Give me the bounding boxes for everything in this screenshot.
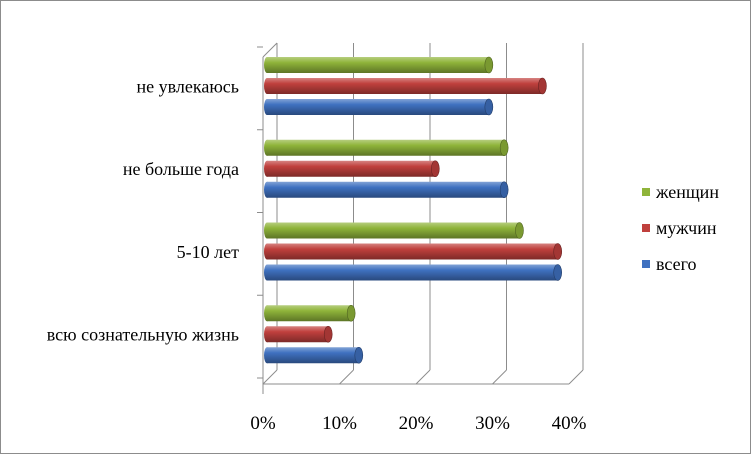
axis-depth-line: [262, 42, 278, 58]
bar-cap-left: [264, 347, 270, 364]
bar-cap-left: [264, 78, 270, 94]
bar-cap-left: [264, 99, 270, 115]
bar-женщин: [264, 139, 509, 157]
x-tick-label: 0%: [250, 413, 276, 434]
category-label: не больше года: [123, 159, 239, 179]
x-depth-tick: [339, 369, 354, 385]
bar-cap-right: [538, 77, 547, 95]
bar-body: [267, 264, 558, 281]
bar-cap-left: [264, 326, 270, 343]
x-depth-tick: [415, 369, 431, 385]
bar-cap-right: [553, 243, 563, 260]
legend-label: мужчин: [656, 218, 717, 238]
bar-body: [267, 160, 436, 177]
bar-женщин: [264, 304, 356, 322]
bar-женщин: [264, 56, 494, 74]
bar-cap-right: [484, 56, 494, 74]
bar-cap-right: [499, 139, 509, 157]
bar-cap-right: [346, 304, 356, 322]
bar-body: [267, 181, 505, 198]
x-tick-label: 40%: [552, 413, 587, 434]
bar-cap-right: [484, 98, 494, 116]
bar-body: [267, 326, 329, 343]
bar-cap-left: [264, 139, 270, 156]
category-label: всю сознательную жизнь: [47, 325, 239, 345]
bar-cap-right: [323, 325, 333, 343]
bar-cap-left: [264, 181, 270, 198]
bar-body: [267, 78, 543, 94]
category-label: 5-10 лет: [177, 242, 239, 262]
bar-cap-right: [354, 346, 364, 364]
x-tick-label: 20%: [399, 413, 434, 434]
bar-body: [267, 243, 558, 260]
bar-всего: [264, 181, 509, 199]
x-tick-label: 10%: [322, 413, 357, 434]
bar-cap-right: [430, 160, 440, 178]
bar-всего: [264, 98, 494, 116]
x-depth-tick: [262, 369, 278, 385]
x-depth-tick: [568, 369, 584, 385]
bar-всего: [264, 264, 563, 281]
bar-всего: [264, 346, 364, 364]
bar-cap-left: [264, 222, 270, 239]
bar-cap-right: [515, 222, 524, 239]
bar-cap-right: [499, 181, 509, 199]
legend-swatch: [642, 260, 650, 268]
legend-swatch: [642, 224, 650, 232]
bar-cap-left: [264, 57, 270, 73]
bar-cap-right: [553, 264, 563, 281]
bars: [264, 56, 563, 364]
bar-cap-left: [264, 160, 270, 177]
axes: [262, 42, 584, 394]
category-label: не увлекаюсь: [137, 76, 239, 96]
legend-label: женщин: [655, 182, 719, 202]
legend-swatch: [642, 188, 650, 196]
bar-женщин: [264, 222, 524, 239]
bar-body: [267, 57, 489, 73]
bar-cap-left: [264, 264, 270, 281]
bar-мужчин: [264, 77, 547, 95]
bar-мужчин: [264, 160, 440, 178]
bar-мужчин: [264, 243, 563, 260]
bar-body: [267, 347, 359, 364]
bar-body: [267, 305, 352, 322]
bar-cap-left: [264, 305, 270, 322]
bar-мужчин: [264, 325, 333, 343]
bar-body: [267, 139, 505, 156]
legend: женщин мужчин всего: [642, 182, 719, 274]
bar-body: [267, 99, 489, 115]
bar-cap-left: [264, 243, 270, 260]
bar-body: [267, 222, 520, 239]
x-tick-label: 30%: [475, 413, 510, 434]
x-depth-tick: [492, 369, 507, 385]
legend-label: всего: [656, 254, 697, 274]
